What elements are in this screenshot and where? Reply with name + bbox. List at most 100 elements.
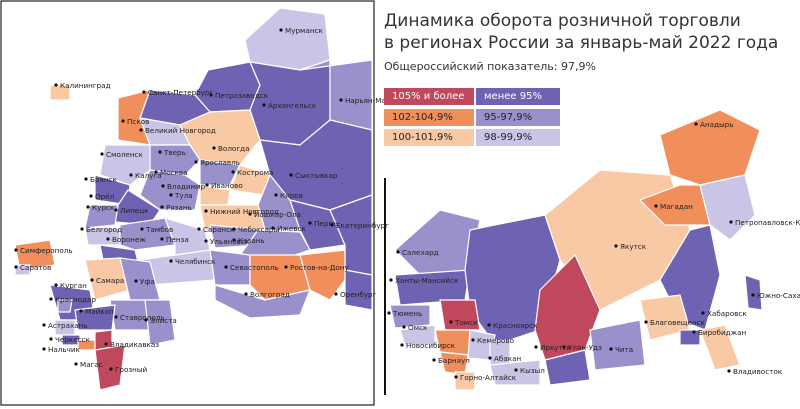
- city-west-dot: [14, 248, 18, 252]
- region-altai-rep: [454, 371, 476, 391]
- region-moscow: [139, 169, 201, 211]
- city-west-dot: [121, 119, 125, 123]
- city-west-label: Чебоксары: [238, 225, 279, 234]
- city-west-dot: [100, 152, 104, 156]
- city-west-label: Санкт-Петербург: [148, 88, 213, 97]
- city-west-dot: [142, 90, 146, 94]
- city-west-dot: [80, 227, 84, 231]
- region-dagestan: [94, 344, 126, 391]
- city-west-dot: [84, 177, 88, 181]
- city-west-dot: [262, 103, 266, 107]
- city-west-label: Псков: [127, 117, 149, 126]
- region-crimea: [14, 239, 56, 271]
- city-west-dot: [134, 279, 138, 283]
- city-west-dot: [169, 259, 173, 263]
- city-west-dot: [54, 83, 58, 87]
- city-west-dot: [54, 283, 58, 287]
- city-west-label: Киров: [280, 191, 303, 200]
- city-east-label: Абакан: [494, 354, 521, 363]
- title-line-1: Динамика оборота розничной торговли: [384, 11, 741, 31]
- city-west-label: Уфа: [140, 277, 155, 286]
- city-west-label: Иваново: [211, 181, 243, 190]
- city-west-label: Петрозаводск: [215, 91, 269, 100]
- east-regions: [389, 109, 763, 391]
- city-west-label: Рязань: [166, 203, 192, 212]
- city-east-dot: [389, 278, 393, 282]
- region-karelia: [194, 61, 261, 113]
- title-line-2: в регионах России за январь-май 2022 год…: [384, 33, 779, 53]
- city-west-dot: [194, 160, 198, 164]
- legend-item-less95: менее 95%: [476, 88, 560, 105]
- city-west-dot: [339, 98, 343, 102]
- city-east-label: Салехард: [402, 248, 439, 257]
- city-west-label: Севастополь: [230, 263, 279, 272]
- city-west-label: Мурманск: [285, 26, 323, 35]
- city-west-dot: [232, 238, 236, 242]
- region-primorye: [699, 324, 741, 371]
- city-east-dot: [449, 320, 453, 324]
- legend-item-95: 95-97,9%: [476, 109, 560, 126]
- legend-item-105: 105% и более: [384, 88, 474, 105]
- legend-label: 105% и более: [392, 91, 465, 102]
- city-west-dot: [204, 239, 208, 243]
- city-west-dot: [114, 315, 118, 319]
- city-west-label: Пенза: [166, 235, 189, 244]
- subtitle: Общероссийский показатель: 97,9%: [384, 60, 596, 73]
- city-west-label: Белгород: [86, 225, 122, 234]
- city-labels-west: Мурманск Калининград Санкт-Петербург Петроз…: [0, 0, 391, 374]
- city-east-label: Южно-Сахалинск: [757, 291, 800, 300]
- city-west-dot: [161, 184, 165, 188]
- city-east-label: Магадан: [660, 202, 693, 211]
- city-west-label: Смоленск: [106, 150, 144, 159]
- city-west-label: Великий Новгород: [145, 126, 216, 135]
- city-west-dot: [224, 265, 228, 269]
- city-east-dot: [654, 204, 658, 208]
- city-west-label: Волгоград: [250, 290, 290, 299]
- city-west-dot: [244, 292, 248, 296]
- city-west-label: Махачкала: [0, 0, 41, 2]
- city-west-dot: [231, 170, 235, 174]
- city-west-dot: [139, 128, 143, 132]
- city-east-dot: [614, 244, 618, 248]
- page-title: Динамика оборота розничной торговли в ре…: [384, 10, 794, 54]
- city-west-label: Ижевск: [277, 224, 306, 233]
- city-west-dot: [160, 205, 164, 209]
- city-west-dot: [330, 223, 334, 227]
- region-perm: [289, 199, 346, 251]
- city-east-label: Тюмень: [392, 309, 422, 318]
- city-west-dot: [274, 193, 278, 197]
- region-kursk: [84, 204, 119, 229]
- city-west-label: Калининград: [60, 81, 111, 90]
- city-west-dot: [42, 347, 46, 351]
- city-west-label: Вологда: [218, 144, 249, 153]
- region-kirov: [257, 173, 301, 231]
- city-west-dot: [271, 226, 275, 230]
- city-east-dot: [387, 311, 391, 315]
- city-west-dot: [86, 205, 90, 209]
- city-west-label: Калуга: [135, 171, 162, 180]
- legend-label: 95-97,9%: [484, 112, 533, 123]
- city-west-label: Пермь: [314, 219, 338, 228]
- city-west-label: Тверь: [163, 148, 186, 157]
- city-west-dot: [42, 323, 46, 327]
- city-west-dot: [109, 367, 113, 371]
- city-west-dot: [279, 28, 283, 32]
- region-tambov-lipetsk: [119, 217, 176, 251]
- city-west-label: Кострома: [237, 168, 273, 177]
- city-west-dot: [284, 265, 288, 269]
- city-west-label: Нижний Новгород: [210, 207, 279, 216]
- city-west-dot: [197, 227, 201, 231]
- region-yaroslavl: [199, 159, 241, 186]
- city-east-dot: [471, 338, 475, 342]
- city-west-dot: [144, 318, 148, 322]
- region-adygea: [57, 299, 73, 313]
- city-west-dot: [74, 362, 78, 366]
- city-west-label: Саратов: [20, 263, 51, 272]
- city-west-label: Ярославль: [200, 158, 240, 167]
- city-west-label: Оренбург: [340, 290, 377, 299]
- region-tuva: [489, 359, 541, 386]
- city-west-label: Саранск: [203, 225, 235, 234]
- region-zabaikalsky: [589, 319, 646, 371]
- city-east-dot: [534, 345, 538, 349]
